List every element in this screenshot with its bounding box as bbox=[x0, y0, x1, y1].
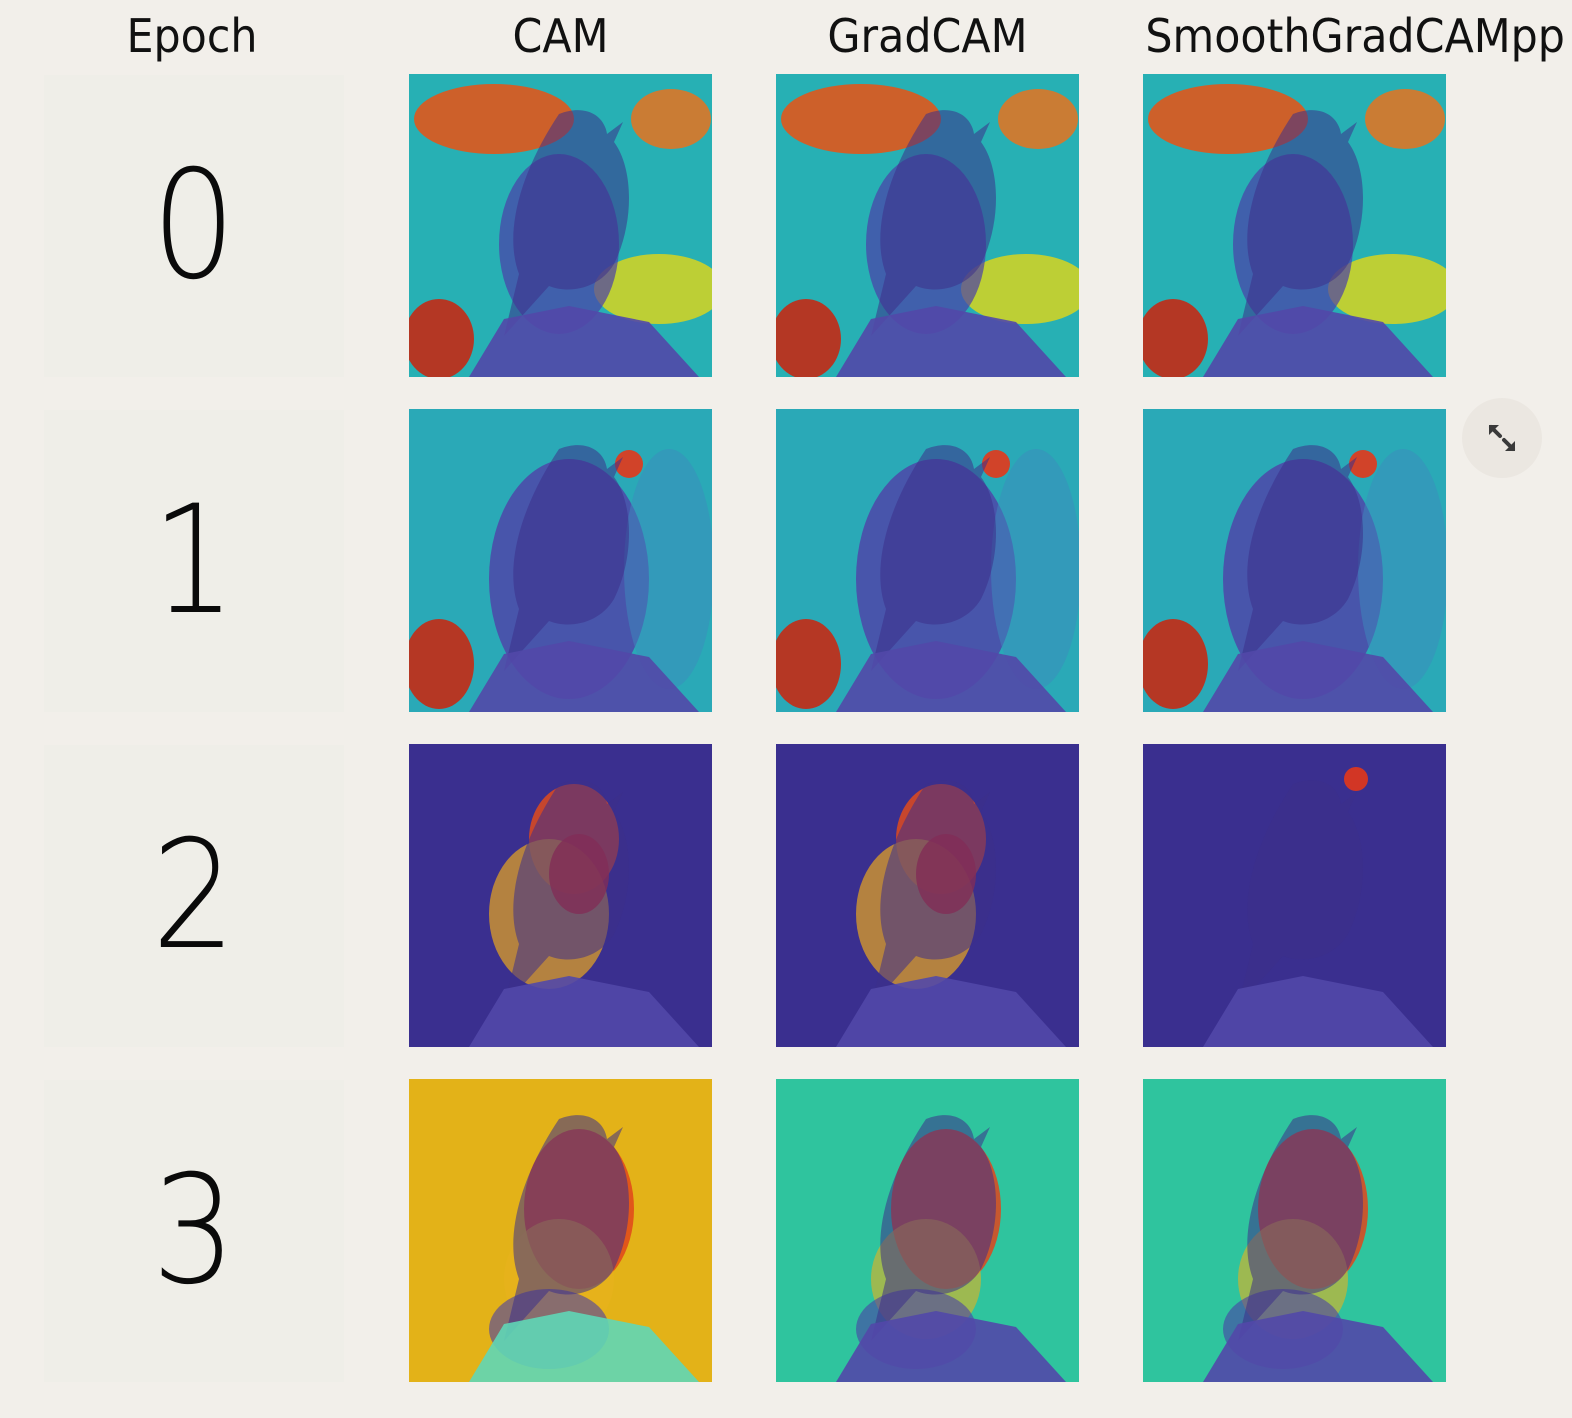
epoch-number: 2 bbox=[152, 809, 236, 983]
epoch-tile-0: 0 bbox=[44, 75, 344, 377]
cam-column-header: CAM bbox=[512, 9, 609, 63]
bird-heatmap-overlay bbox=[409, 1079, 712, 1382]
heatmap-image-epoch3-cam bbox=[409, 1079, 712, 1382]
heatmap-image-epoch1-gradcam bbox=[776, 409, 1079, 712]
bird-heatmap-overlay bbox=[1143, 1079, 1446, 1382]
heatmap-image-epoch1-smoothgradcampp bbox=[1143, 409, 1446, 712]
expand-icon bbox=[1489, 425, 1515, 451]
epoch-tile-3: 3 bbox=[44, 1080, 344, 1382]
bird-heatmap-overlay bbox=[409, 409, 712, 712]
bird-heatmap-overlay bbox=[776, 744, 1079, 1047]
bird-heatmap-overlay bbox=[776, 409, 1079, 712]
expand-button[interactable] bbox=[1462, 398, 1542, 478]
epoch-number: 1 bbox=[152, 474, 236, 648]
heatmap-image-epoch0-cam bbox=[409, 74, 712, 377]
heatmap-image-epoch3-smoothgradcampp bbox=[1143, 1079, 1446, 1382]
bird-heatmap-overlay bbox=[776, 1079, 1079, 1382]
heatmap-image-epoch2-smoothgradcampp bbox=[1143, 744, 1446, 1047]
epoch-number: 3 bbox=[152, 1144, 236, 1318]
bird-heatmap-overlay bbox=[1143, 74, 1446, 377]
bird-heatmap-overlay bbox=[409, 744, 712, 1047]
heatmap-image-epoch0-smoothgradcampp bbox=[1143, 74, 1446, 377]
bird-heatmap-overlay bbox=[1143, 409, 1446, 712]
epoch-column-header: Epoch bbox=[126, 9, 258, 63]
epoch-tile-2: 2 bbox=[44, 745, 344, 1047]
epoch-tile-1: 1 bbox=[44, 410, 344, 712]
gradcam-column-header: GradCAM bbox=[827, 9, 1028, 63]
epoch-number: 0 bbox=[152, 139, 236, 313]
bird-heatmap-overlay bbox=[409, 74, 712, 377]
heatmap-image-epoch2-cam bbox=[409, 744, 712, 1047]
bird-heatmap-overlay bbox=[776, 74, 1079, 377]
heatmap-image-epoch2-gradcam bbox=[776, 744, 1079, 1047]
heatmap-image-epoch1-cam bbox=[409, 409, 712, 712]
heatmap-image-epoch0-gradcam bbox=[776, 74, 1079, 377]
heatmap-image-epoch3-gradcam bbox=[776, 1079, 1079, 1382]
smoothgradcampp-column-header: SmoothGradCAMpp bbox=[1145, 9, 1565, 63]
bird-heatmap-overlay bbox=[1143, 744, 1446, 1047]
